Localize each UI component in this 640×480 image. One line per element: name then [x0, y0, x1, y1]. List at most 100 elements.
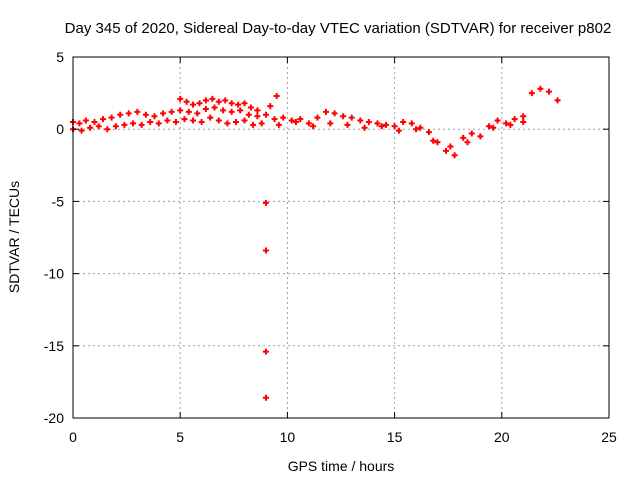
data-point [447, 143, 454, 150]
data-point [434, 139, 441, 146]
data-point [247, 104, 254, 111]
data-point [228, 108, 235, 115]
data-point [254, 113, 261, 120]
data-point [168, 108, 175, 115]
data-point [314, 114, 321, 121]
data-point [258, 120, 265, 127]
chart-title: Day 345 of 2020, Sidereal Day-to-day VTE… [65, 20, 612, 37]
data-point [485, 123, 492, 130]
data-point [271, 116, 278, 123]
data-point [400, 118, 407, 125]
data-point [520, 118, 527, 125]
data-point [425, 129, 432, 136]
data-point [235, 101, 242, 108]
y-tick-label: 5 [56, 49, 64, 65]
data-point [215, 98, 222, 105]
x-tick-label: 10 [280, 429, 296, 445]
series-p802-main-band [70, 85, 561, 159]
data-point [297, 116, 304, 123]
data-point [202, 105, 209, 112]
data-point [241, 100, 248, 107]
data-point [202, 97, 209, 104]
data-point [262, 348, 269, 355]
data-point [537, 85, 544, 92]
data-point [95, 123, 102, 130]
data-point [361, 124, 368, 131]
data-point [262, 111, 269, 118]
data-point [391, 123, 398, 130]
data-point [267, 103, 274, 110]
data-point [76, 120, 83, 127]
data-point [160, 110, 167, 117]
data-point [460, 134, 467, 141]
data-point [395, 127, 402, 134]
plot-frame [72, 56, 610, 419]
data-point [209, 95, 216, 102]
y-axis-label: SDTVAR / TECUs [6, 181, 22, 293]
data-point [494, 117, 501, 124]
data-point [254, 107, 261, 114]
data-point [117, 111, 124, 118]
data-point [112, 123, 119, 130]
data-point [130, 120, 137, 127]
x-tick-label: 5 [176, 429, 184, 445]
y-tick-label: -20 [44, 410, 64, 426]
data-point [147, 118, 154, 125]
data-point [331, 110, 338, 117]
data-point [310, 123, 317, 130]
data-point [215, 117, 222, 124]
x-tick-label: 25 [601, 429, 617, 445]
data-point [340, 113, 347, 120]
data-point [348, 114, 355, 121]
data-point [305, 120, 312, 127]
data-point [374, 120, 381, 127]
data-point [185, 108, 192, 115]
x-tick-label: 20 [494, 429, 510, 445]
data-point [477, 133, 484, 140]
data-point [365, 118, 372, 125]
y-tick-label: -5 [52, 193, 65, 209]
grid-lines [73, 57, 609, 418]
data-point [82, 117, 89, 124]
data-point [194, 110, 201, 117]
data-point [408, 120, 415, 127]
data-point [520, 113, 527, 120]
series-outliers [262, 199, 269, 401]
data-point [224, 120, 231, 127]
data-point [155, 120, 162, 127]
data-point [87, 124, 94, 131]
data-point [490, 124, 497, 131]
data-point [232, 118, 239, 125]
data-point [554, 97, 561, 104]
data-point [142, 111, 149, 118]
data-point [273, 92, 280, 99]
data-point [164, 117, 171, 124]
data-point [507, 121, 514, 128]
data-point [528, 90, 535, 97]
data-point [198, 118, 205, 125]
axis-ticks: 0 5 10 15 20 25 -20 -15 -10 -5 0 5 [44, 49, 617, 445]
data-point [211, 104, 218, 111]
data-point [275, 121, 282, 128]
data-point [100, 116, 107, 123]
y-tick-label: 0 [56, 121, 64, 137]
data-point [181, 116, 188, 123]
data-point [220, 107, 227, 114]
data-point [151, 113, 158, 120]
y-tick-label: -15 [44, 338, 64, 354]
data-point [443, 147, 450, 154]
data-point [177, 107, 184, 114]
data-point [183, 98, 190, 105]
data-point [172, 118, 179, 125]
data-point [207, 114, 214, 121]
data-point [121, 121, 128, 128]
data-point [196, 100, 203, 107]
data-point [237, 107, 244, 114]
y-tick-label: -10 [44, 266, 64, 282]
x-tick-label: 0 [69, 429, 77, 445]
data-point [104, 126, 111, 133]
data-point [468, 130, 475, 137]
data-point [327, 120, 334, 127]
data-point [344, 121, 351, 128]
